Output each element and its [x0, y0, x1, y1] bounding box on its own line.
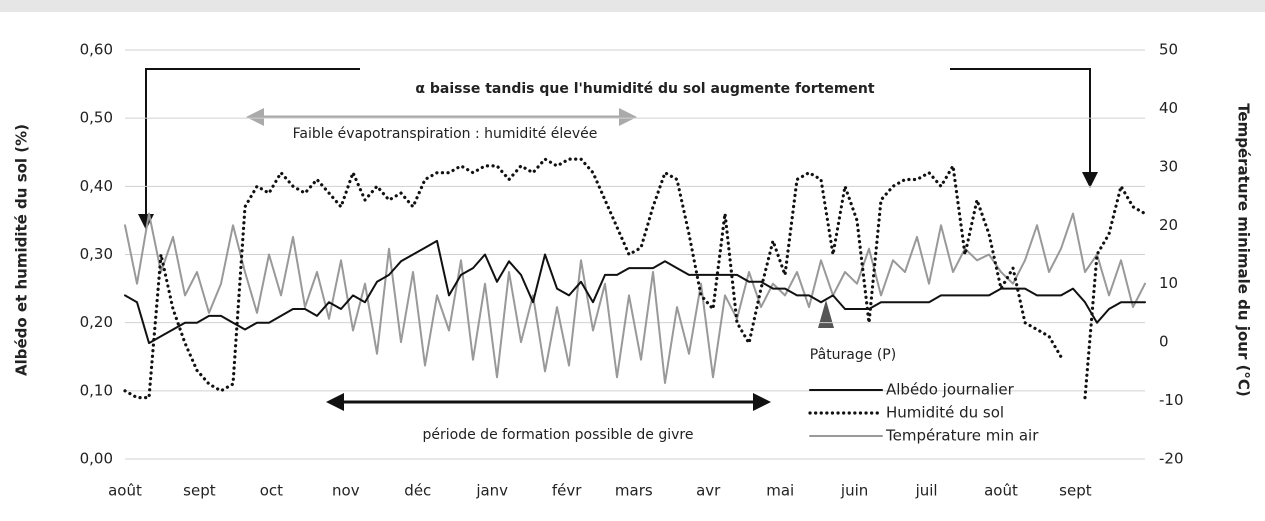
x-tick-label: août — [108, 482, 142, 500]
x-tick-label: sept — [183, 482, 216, 500]
y2-tick-label: 50 — [1159, 41, 1178, 59]
data-line — [124, 212, 1146, 384]
y-axis-label: Albédo et humidité du sol (%) — [13, 124, 31, 376]
annotation: Faible évapotranspiration : humidité éle… — [293, 126, 598, 142]
data-line — [123, 157, 1147, 400]
y2-tick-label: 0 — [1159, 333, 1169, 351]
x-tick-label: janv — [475, 482, 508, 500]
annotation: période de formation possible de givre — [423, 427, 694, 443]
y2-tick-label: 30 — [1159, 157, 1178, 175]
y-tick-label: 0,30 — [80, 245, 113, 263]
arrow-paturage — [818, 300, 834, 328]
x-tick-label: mars — [615, 482, 653, 500]
annotation: α baisse tandis que l'humidité du sol au… — [415, 81, 874, 97]
x-tick-label: juil — [915, 482, 938, 500]
y-tick-label: 0,60 — [80, 41, 113, 59]
y2-tick-label: 40 — [1159, 99, 1178, 117]
arrow-right — [950, 68, 1098, 188]
y2-tick-label: 20 — [1159, 216, 1178, 234]
y2-axis-label: Température minimale du jour (°C) — [1235, 103, 1253, 397]
x-tick-label: sept — [1059, 482, 1092, 500]
y2-tick-label: -10 — [1159, 391, 1184, 409]
y-tick-label: 0,00 — [80, 450, 113, 468]
x-tick-label: févr — [552, 482, 582, 500]
legend-label: Humidité du sol — [886, 404, 1004, 422]
x-tick-label: avr — [696, 482, 721, 500]
arrow-left — [138, 68, 360, 230]
data-line — [124, 239, 1146, 345]
y-tick-label: 0,50 — [80, 109, 113, 127]
x-tick-label: déc — [404, 482, 431, 500]
x-tick-label: mai — [766, 482, 794, 500]
y-tick-label: 0,10 — [80, 381, 113, 399]
x-tick-label: juin — [840, 482, 868, 500]
y-tick-label: 0,20 — [80, 313, 113, 331]
annotation: Pâturage (P) — [810, 347, 896, 363]
top-band — [0, 0, 1265, 12]
x-tick-label: août — [984, 482, 1018, 500]
legend-label: Température min air — [885, 427, 1039, 445]
legend-label: Albédo journalier — [886, 381, 1015, 399]
y-tick-label: 0,40 — [80, 177, 113, 195]
x-tick-label: oct — [260, 482, 283, 500]
y2-tick-label: -20 — [1159, 450, 1184, 468]
x-tick-label: nov — [332, 482, 360, 500]
y2-tick-label: 10 — [1159, 274, 1178, 292]
